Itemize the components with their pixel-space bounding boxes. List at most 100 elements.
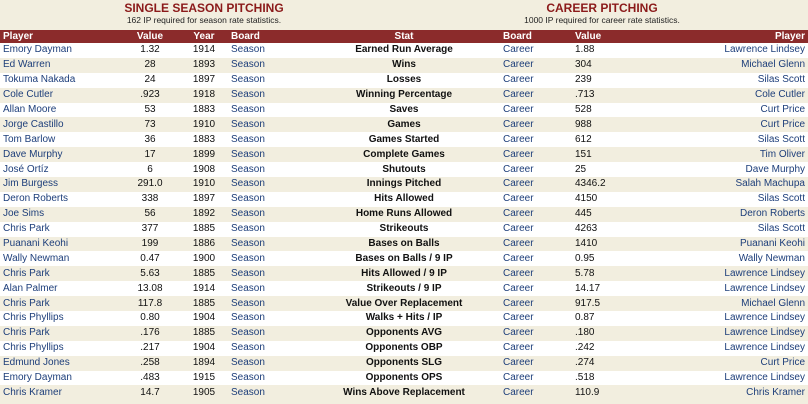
career-board-link[interactable]: Career [500, 355, 572, 371]
career-board-link[interactable]: Career [500, 311, 572, 326]
season-player-link[interactable]: Tokuma Nakada [0, 72, 120, 88]
season-board-link[interactable]: Season [228, 87, 308, 103]
career-player-link[interactable]: Michael Glenn [682, 296, 808, 312]
career-board-link[interactable]: Career [500, 117, 572, 133]
career-player-link[interactable]: Lawrence Lindsey [682, 266, 808, 282]
season-board-link[interactable]: Season [228, 370, 308, 386]
col-header-career-board[interactable]: Board [500, 30, 572, 43]
career-player-link[interactable]: Lawrence Lindsey [682, 281, 808, 297]
season-board-link[interactable]: Season [228, 221, 308, 237]
season-board-link[interactable]: Season [228, 117, 308, 133]
season-player-link[interactable]: Emory Dayman [0, 43, 120, 58]
career-player-link[interactable]: Cole Cutler [682, 87, 808, 103]
season-player-link[interactable]: Chris Phyllips [0, 340, 120, 356]
season-board-link[interactable]: Season [228, 43, 308, 58]
season-player-link[interactable]: Wally Newman [0, 251, 120, 267]
season-player-link[interactable]: Emory Dayman [0, 370, 120, 386]
col-header-stat[interactable]: Stat [308, 30, 500, 43]
career-player-link[interactable]: Salah Machupa [682, 177, 808, 192]
career-player-link[interactable]: Lawrence Lindsey [682, 370, 808, 386]
career-board-link[interactable]: Career [500, 221, 572, 237]
col-header-career-value[interactable]: Value [572, 30, 682, 43]
season-player-link[interactable]: Deron Roberts [0, 191, 120, 207]
season-player-link[interactable]: Jorge Castillo [0, 117, 120, 133]
career-board-link[interactable]: Career [500, 340, 572, 356]
career-player-link[interactable]: Dave Murphy [682, 162, 808, 178]
season-board-link[interactable]: Season [228, 162, 308, 178]
season-board-link[interactable]: Season [228, 296, 308, 312]
season-player-link[interactable]: Jim Burgess [0, 177, 120, 192]
career-player-link[interactable]: Curt Price [682, 355, 808, 371]
col-header-board[interactable]: Board [228, 30, 308, 43]
career-player-link[interactable]: Silas Scott [682, 72, 808, 88]
career-board-link[interactable]: Career [500, 147, 572, 163]
career-board-link[interactable]: Career [500, 385, 572, 401]
career-player-link[interactable]: Lawrence Lindsey [682, 325, 808, 341]
season-player-link[interactable]: Chris Kramer [0, 385, 120, 401]
season-player-link[interactable]: Cole Cutler [0, 87, 120, 103]
season-board-link[interactable]: Season [228, 340, 308, 356]
season-player-link[interactable]: Allan Moore [0, 102, 120, 118]
career-board-link[interactable]: Career [500, 162, 572, 178]
season-player-link[interactable]: Edmund Jones [0, 355, 120, 371]
career-player-link[interactable]: Lawrence Lindsey [682, 311, 808, 326]
career-player-link[interactable]: Silas Scott [682, 132, 808, 148]
season-player-link[interactable]: Ed Warren [0, 57, 120, 73]
career-board-link[interactable]: Career [500, 370, 572, 386]
career-board-link[interactable]: Career [500, 206, 572, 222]
season-player-link[interactable]: Chris Park [0, 296, 120, 312]
career-player-link[interactable]: Wally Newman [682, 251, 808, 267]
season-board-link[interactable]: Season [228, 266, 308, 282]
career-board-link[interactable]: Career [500, 296, 572, 312]
career-board-link[interactable]: Career [500, 281, 572, 297]
season-board-link[interactable]: Season [228, 191, 308, 207]
career-player-link[interactable]: Lawrence Lindsey [682, 43, 808, 58]
season-board-link[interactable]: Season [228, 132, 308, 148]
season-board-link[interactable]: Season [228, 206, 308, 222]
season-board-link[interactable]: Season [228, 355, 308, 371]
career-board-link[interactable]: Career [500, 57, 572, 73]
season-player-link[interactable]: José Ortíz [0, 162, 120, 178]
career-player-link[interactable]: Tim Oliver [682, 147, 808, 163]
season-board-link[interactable]: Season [228, 281, 308, 297]
career-board-link[interactable]: Career [500, 191, 572, 207]
career-player-link[interactable]: Silas Scott [682, 191, 808, 207]
career-player-link[interactable]: Curt Price [682, 102, 808, 118]
season-board-link[interactable]: Season [228, 311, 308, 326]
career-board-link[interactable]: Career [500, 72, 572, 88]
career-player-link[interactable]: Puanani Keohi [682, 236, 808, 252]
season-player-link[interactable]: Chris Park [0, 325, 120, 341]
career-board-link[interactable]: Career [500, 177, 572, 192]
season-board-link[interactable]: Season [228, 177, 308, 192]
career-board-link[interactable]: Career [500, 325, 572, 341]
career-board-link[interactable]: Career [500, 266, 572, 282]
season-player-link[interactable]: Chris Park [0, 266, 120, 282]
col-header-value[interactable]: Value [120, 30, 180, 43]
career-board-link[interactable]: Career [500, 132, 572, 148]
season-board-link[interactable]: Season [228, 147, 308, 163]
career-player-link[interactable]: Curt Price [682, 117, 808, 133]
col-header-career-player[interactable]: Player [682, 30, 808, 43]
season-board-link[interactable]: Season [228, 385, 308, 401]
season-player-link[interactable]: Tom Barlow [0, 132, 120, 148]
season-player-link[interactable]: Chris Park [0, 221, 120, 237]
career-player-link[interactable]: Lawrence Lindsey [682, 340, 808, 356]
season-player-link[interactable]: Joe Sims [0, 206, 120, 222]
career-board-link[interactable]: Career [500, 87, 572, 103]
season-board-link[interactable]: Season [228, 251, 308, 267]
season-player-link[interactable]: Alan Palmer [0, 281, 120, 297]
career-board-link[interactable]: Career [500, 236, 572, 252]
season-board-link[interactable]: Season [228, 102, 308, 118]
career-board-link[interactable]: Career [500, 251, 572, 267]
career-player-link[interactable]: Chris Kramer [682, 385, 808, 401]
season-player-link[interactable]: Dave Murphy [0, 147, 120, 163]
career-player-link[interactable]: Michael Glenn [682, 57, 808, 73]
career-board-link[interactable]: Career [500, 102, 572, 118]
season-board-link[interactable]: Season [228, 325, 308, 341]
career-player-link[interactable]: Silas Scott [682, 221, 808, 237]
col-header-year[interactable]: Year [180, 30, 228, 43]
career-player-link[interactable]: Deron Roberts [682, 206, 808, 222]
season-board-link[interactable]: Season [228, 236, 308, 252]
season-board-link[interactable]: Season [228, 57, 308, 73]
season-board-link[interactable]: Season [228, 72, 308, 88]
